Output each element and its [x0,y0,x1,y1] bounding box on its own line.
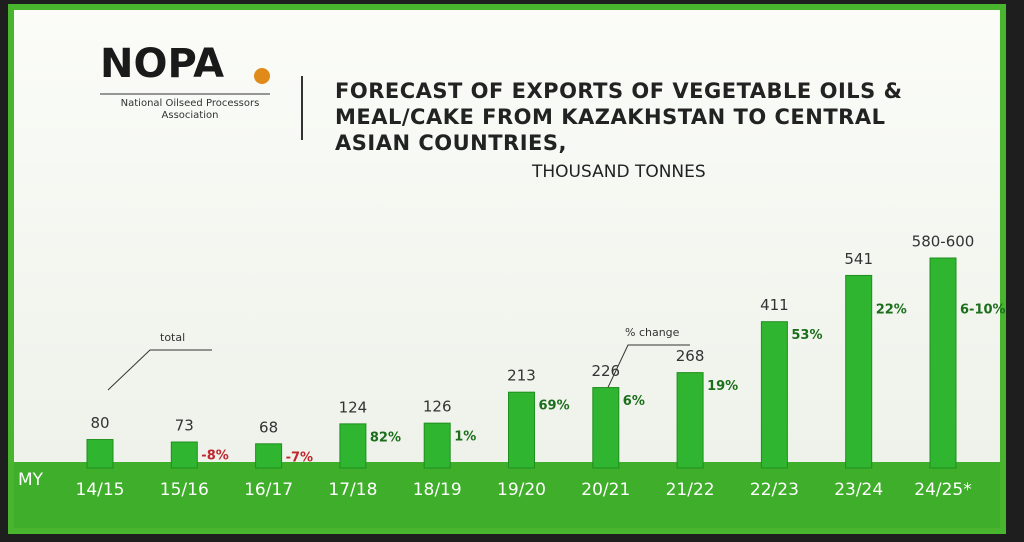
annotation-total: total [160,331,185,344]
title-line: FORECAST OF EXPORTS OF VEGETABLE OILS & [335,79,902,103]
bar [170,441,198,469]
bar [929,257,957,469]
bar [86,439,114,469]
logo-caption-box: National Oilseed Processors Association [120,98,260,121]
x-tick-label: 14/15 [76,480,125,500]
change-label: 6-10% [960,303,1006,318]
change-label: 19% [707,379,738,394]
x-tick-label: 19/20 [497,480,546,500]
x-tick-label: 23/24 [834,480,883,500]
subtitle: THOUSAND TONNES [531,162,706,182]
value-label: 68 [259,418,278,436]
x-tick-label: 16/17 [244,480,293,500]
change-label: 69% [539,399,570,414]
annotation-line [107,349,212,391]
value-label: 73 [175,417,194,435]
value-label: 580-600 [912,233,975,251]
change-label: -8% [201,449,228,464]
bar [255,443,283,469]
x-tick-label: 17/18 [328,480,377,500]
title-line: ASIAN COUNTRIES, [335,131,567,155]
change-label: 82% [370,430,401,445]
x-tick-label: 20/21 [581,480,630,500]
x-tick-label: 21/22 [666,480,715,500]
logo-name: NOPA [100,41,224,87]
value-label: 411 [760,296,789,314]
x-tick-label: 18/19 [413,480,462,500]
value-label: 124 [339,398,368,416]
title-line: MEAL/CAKE FROM KAZAKHSTAN TO CENTRAL [335,105,885,129]
value-label: 126 [423,398,452,416]
slide-panel [14,10,1000,462]
bar [339,423,367,469]
change-label: 53% [791,328,822,343]
bar [760,321,788,469]
logo-drop [254,68,270,84]
annotation-line [602,344,690,399]
value-label: 541 [844,250,873,268]
x-tick-label: 24/25* [914,480,972,500]
value-label: 213 [507,367,536,385]
change-label: 1% [454,430,476,445]
value-label: 268 [676,347,705,365]
change-label: -7% [286,450,313,465]
bar [508,391,535,469]
annotation-change: % change [625,326,680,339]
x-tick-label: 22/23 [750,480,799,500]
bar [845,274,873,469]
value-label: 80 [90,414,109,432]
x-axis-label: MY [18,470,44,490]
change-label: 22% [876,303,907,318]
change-label: 6% [623,394,645,409]
logo-caption: National Oilseed Processors Association [120,98,260,121]
bar [676,372,704,469]
value-label: 226 [591,362,620,380]
x-tick-label: 15/16 [160,480,209,500]
bar [592,387,620,469]
category-band [14,462,1000,528]
bar [423,422,451,469]
